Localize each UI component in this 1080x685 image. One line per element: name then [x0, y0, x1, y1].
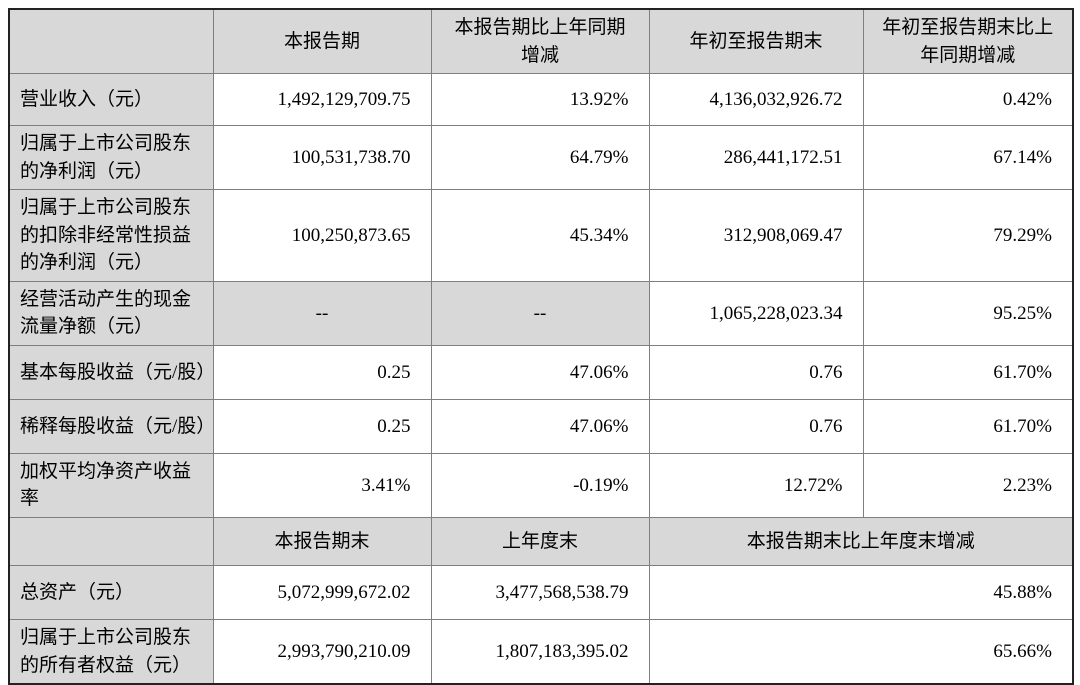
cell-value-na: --: [430, 280, 650, 346]
header-period-end: 本报告期末: [212, 517, 432, 567]
cell-value: 0.42%: [862, 73, 1074, 127]
row-label: 稀释每股收益（元/股）: [8, 398, 214, 454]
table-row-owners-equity: 归属于上市公司股东的所有者权益（元） 2,993,790,210.09 1,80…: [8, 619, 1074, 685]
cell-value: 13.92%: [430, 73, 650, 127]
cell-value: 286,441,172.51: [648, 125, 864, 191]
header-current-period-yoy: 本报告期比上年同期 增减: [430, 8, 650, 75]
header-ytd: 年初至报告期末: [648, 8, 864, 75]
cell-value: 1,492,129,709.75: [212, 73, 432, 127]
cell-value: 100,531,738.70: [212, 125, 432, 191]
table-row-net-profit: 归属于上市公司股东的净利润（元） 100,531,738.70 64.79% 2…: [8, 125, 1074, 191]
table-row-diluted-eps: 稀释每股收益（元/股） 0.25 47.06% 0.76 61.70%: [8, 398, 1074, 454]
table-row-revenue: 营业收入（元） 1,492,129,709.75 13.92% 4,136,03…: [8, 73, 1074, 127]
header-current-period: 本报告期: [212, 8, 432, 75]
row-label: 归属于上市公司股东的净利润（元）: [8, 125, 214, 191]
table-row-net-profit-excl-nonrecurring: 归属于上市公司股东的扣除非经常性损益的净利润（元） 100,250,873.65…: [8, 189, 1074, 282]
row-label: 经营活动产生的现金流量净额（元）: [8, 280, 214, 346]
row-label: 总资产（元）: [8, 565, 214, 621]
cell-value: 45.88%: [648, 565, 1074, 621]
table-row-operating-cash-flow: 经营活动产生的现金流量净额（元） -- -- 1,065,228,023.34 …: [8, 280, 1074, 346]
cell-value: 312,908,069.47: [648, 189, 864, 282]
cell-value: 65.66%: [648, 619, 1074, 685]
cell-value: 2,993,790,210.09: [212, 619, 432, 685]
cell-value: 3,477,568,538.79: [430, 565, 650, 621]
cell-value: 0.76: [648, 344, 864, 400]
corner-cell: [8, 8, 214, 75]
cell-value: 95.25%: [862, 280, 1074, 346]
row-label: 归属于上市公司股东的扣除非经常性损益的净利润（元）: [8, 189, 214, 282]
financial-summary-table: 本报告期 本报告期比上年同期 增减 年初至报告期末 年初至报告期末比上 年同期增…: [8, 8, 1074, 685]
cell-value: 100,250,873.65: [212, 189, 432, 282]
cell-value: 47.06%: [430, 398, 650, 454]
cell-value: 1,807,183,395.02: [430, 619, 650, 685]
cell-value: 12.72%: [648, 452, 864, 519]
cell-value: 2.23%: [862, 452, 1074, 519]
cell-value: 0.25: [212, 398, 432, 454]
cell-value: 0.25: [212, 344, 432, 400]
cell-value: 61.70%: [862, 398, 1074, 454]
cell-value: 0.76: [648, 398, 864, 454]
cell-value: 4,136,032,926.72: [648, 73, 864, 127]
row-label: 营业收入（元）: [8, 73, 214, 127]
cell-value: 45.34%: [430, 189, 650, 282]
cell-value: 1,065,228,023.34: [648, 280, 864, 346]
cell-value: 47.06%: [430, 344, 650, 400]
cell-value-na: --: [212, 280, 432, 346]
row-label: 加权平均净资产收益率: [8, 452, 214, 519]
header-prior-year-end: 上年度末: [430, 517, 650, 567]
corner-cell: [8, 517, 214, 567]
cell-value: -0.19%: [430, 452, 650, 519]
row-label: 归属于上市公司股东的所有者权益（元）: [8, 619, 214, 685]
cell-value: 64.79%: [430, 125, 650, 191]
header-ytd-yoy: 年初至报告期末比上 年同期增减: [862, 8, 1074, 75]
cell-value: 3.41%: [212, 452, 432, 519]
cell-value: 79.29%: [862, 189, 1074, 282]
table-row-total-assets: 总资产（元） 5,072,999,672.02 3,477,568,538.79…: [8, 565, 1074, 621]
cell-value: 61.70%: [862, 344, 1074, 400]
table-row-weighted-avg-roe: 加权平均净资产收益率 3.41% -0.19% 12.72% 2.23%: [8, 452, 1074, 519]
section1-header-row: 本报告期 本报告期比上年同期 增减 年初至报告期末 年初至报告期末比上 年同期增…: [8, 8, 1074, 75]
cell-value: 67.14%: [862, 125, 1074, 191]
row-label: 基本每股收益（元/股）: [8, 344, 214, 400]
header-period-end-vs-prior: 本报告期末比上年度末增减: [648, 517, 1074, 567]
table-row-basic-eps: 基本每股收益（元/股） 0.25 47.06% 0.76 61.70%: [8, 344, 1074, 400]
cell-value: 5,072,999,672.02: [212, 565, 432, 621]
section2-header-row: 本报告期末 上年度末 本报告期末比上年度末增减: [8, 517, 1074, 567]
